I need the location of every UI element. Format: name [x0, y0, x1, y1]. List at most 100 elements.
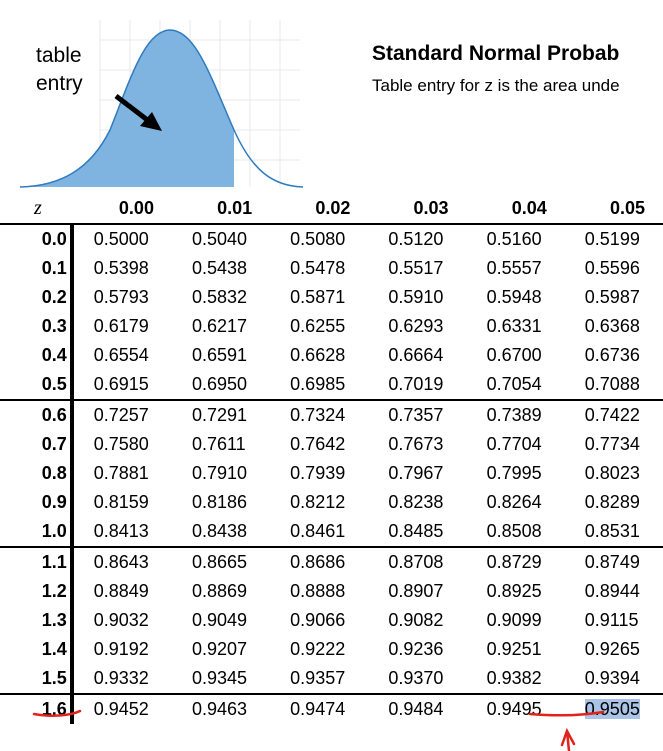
probability-cell: 0.6736 — [584, 345, 640, 365]
probability-cell: 0.9265 — [584, 639, 640, 659]
probability-cell: 0.7995 — [486, 463, 542, 483]
probability-cell: 0.7939 — [290, 463, 346, 483]
probability-cell: 0.9192 — [93, 639, 149, 659]
table-row: 0.8 0.7881 0.7910 0.7939 0.7967 0.7995 0.8023 — [0, 459, 663, 488]
table-row: 0.6 0.7257 0.7291 0.7324 0.7357 0.7389 0.7422 — [0, 399, 663, 430]
probability-cell: 0.9222 — [290, 639, 346, 659]
probability-cell: 0.8849 — [93, 581, 149, 601]
probability-cell: 0.5040 — [191, 229, 248, 249]
page-title: Standard Normal Probab — [372, 42, 620, 65]
probability-cell: 0.6664 — [388, 345, 444, 365]
highlighted-value: 0.9505 — [584, 699, 640, 719]
probability-cell: 0.7054 — [486, 374, 542, 394]
column-header: 0.01 — [217, 197, 253, 218]
probability-cell: 0.5478 — [290, 258, 346, 278]
probability-cell: 0.9251 — [486, 639, 542, 659]
probability-cell: 0.9357 — [290, 668, 346, 688]
probability-cell: 0.7257 — [71, 399, 172, 430]
probability-cell: 0.8508 — [486, 521, 542, 541]
table-row: 0.4 0.6554 0.6591 0.6628 0.6664 0.6700 0.6736 — [0, 341, 663, 370]
table-row: 1.1 0.8643 0.8665 0.8686 0.8708 0.8729 0.8749 — [0, 546, 663, 577]
z-value-cell: 1.5 — [0, 664, 74, 694]
probability-cell: 0.5120 — [388, 229, 444, 249]
probability-cell: 0.7910 — [191, 463, 248, 483]
probability-cell: 0.8413 — [93, 521, 149, 541]
probability-cell: 0.7088 — [584, 374, 640, 394]
table-row: 1.3 0.9032 0.9049 0.9066 0.9082 0.9099 0.9115 — [0, 606, 663, 635]
probability-cell: 0.6554 — [93, 345, 149, 365]
probability-cell: 0.8438 — [191, 521, 248, 541]
probability-cell: 0.5948 — [486, 287, 542, 307]
probability-cell: 0.5987 — [584, 287, 640, 307]
probability-cell: 0.8907 — [388, 581, 444, 601]
z-value-cell: 0.4 — [0, 341, 74, 370]
probability-cell: 0.9066 — [290, 610, 346, 630]
entry-label-line1: table — [36, 44, 82, 67]
probability-cell: 0.9332 — [93, 668, 149, 688]
probability-cell: 0.5438 — [191, 258, 248, 278]
probability-cell: 0.8238 — [388, 492, 444, 512]
probability-cell: 0.9370 — [388, 668, 444, 688]
entry-label-line2: entry — [36, 72, 83, 95]
probability-cell: 0.8869 — [191, 581, 248, 601]
probability-cell: 0.7422 — [564, 399, 663, 430]
probability-cell: 0.6179 — [93, 316, 149, 336]
column-header: 0.02 — [315, 197, 351, 218]
probability-cell: 0.7389 — [466, 399, 565, 430]
z-value-cell: 1.4 — [0, 635, 74, 664]
probability-cell: 0.9115 — [584, 610, 639, 630]
probability-cell: 0.7357 — [368, 399, 467, 430]
table-row: 0.0 0.5000 0.5040 0.5080 0.5120 0.5160 0.5199 — [0, 224, 663, 254]
probability-cell: 0.9463 — [171, 693, 271, 724]
probability-cell: 0.9032 — [93, 610, 149, 630]
z-value-cell: 1.0 — [0, 517, 74, 547]
z-value-cell: 1.3 — [0, 606, 74, 635]
page-subtitle: Table entry for z is the area unde — [372, 76, 620, 95]
z-value-cell: 0.2 — [0, 283, 74, 312]
probability-cell: 0.7881 — [93, 463, 149, 483]
table-row: 0.9 0.8159 0.8186 0.8212 0.8238 0.8264 0.8289 — [0, 488, 663, 517]
probability-cell: 0.7324 — [270, 399, 369, 430]
probability-cell: 0.8708 — [368, 546, 467, 577]
probability-cell: 0.9495 — [466, 693, 565, 724]
probability-cell: 0.5793 — [93, 287, 149, 307]
table-row: 1.5 0.9332 0.9345 0.9357 0.9370 0.9382 0.9394 — [0, 664, 663, 694]
up-arrow-icon — [565, 729, 571, 751]
probability-cell: 0.9474 — [270, 693, 369, 724]
probability-cell: 0.8485 — [388, 521, 444, 541]
probability-cell: 0.9452 — [71, 693, 172, 724]
z-table: z 0.00 0.01 0.02 0.03 0.04 0.05 0.0 0.500… — [0, 193, 663, 724]
normal-curve-graphic — [19, 20, 304, 188]
probability-cell: 0.8665 — [171, 546, 271, 577]
table-row: 1.2 0.8849 0.8869 0.8888 0.8907 0.8925 0.8944 — [0, 577, 663, 606]
probability-cell: 0.8186 — [191, 492, 248, 512]
probability-cell: 0.5160 — [486, 229, 542, 249]
column-header: 0.00 — [118, 197, 154, 218]
probability-cell: 0.5832 — [191, 287, 248, 307]
probability-cell: 0.9382 — [486, 668, 542, 688]
probability-cell: 0.8749 — [564, 546, 663, 577]
probability-cell: 0.6217 — [191, 316, 248, 336]
table-row: 0.3 0.6179 0.6217 0.6255 0.6293 0.6331 0.6368 — [0, 312, 663, 341]
table-row: 0.5 0.6915 0.6950 0.6985 0.7019 0.7054 0.7088 — [0, 370, 663, 400]
probability-cell: 0.9049 — [191, 610, 248, 630]
table-row: 1.6 0.9452 0.9463 0.9474 0.9484 0.9495 0.9505 — [0, 693, 663, 724]
probability-cell: 0.5199 — [584, 229, 640, 249]
probability-cell: 0.6915 — [93, 374, 149, 394]
probability-cell: 0.7642 — [290, 434, 346, 454]
arrow-icon — [114, 94, 162, 131]
probability-cell: 0.8686 — [270, 546, 369, 577]
z-value-cell: 0.9 — [0, 488, 74, 517]
probability-cell: 0.8159 — [93, 492, 149, 512]
probability-cell: 0.7673 — [388, 434, 444, 454]
probability-cell: 0.6700 — [486, 345, 542, 365]
probability-cell: 0.5596 — [584, 258, 640, 278]
table-row: 1.0 0.8413 0.8438 0.8461 0.8485 0.8508 0.8531 — [0, 517, 663, 547]
probability-cell: 0.8944 — [584, 581, 640, 601]
probability-cell: 0.8461 — [290, 521, 346, 541]
probability-cell: 0.8289 — [584, 492, 640, 512]
probability-cell: 0.8925 — [486, 581, 542, 601]
probability-cell: 0.7580 — [93, 434, 149, 454]
probability-cell: 0.8212 — [290, 492, 346, 512]
z-value-cell: 0.7 — [0, 430, 74, 459]
